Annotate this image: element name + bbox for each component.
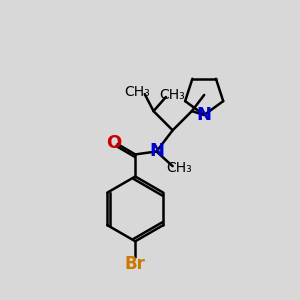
Text: CH₃: CH₃ xyxy=(166,161,192,175)
Text: O: O xyxy=(106,134,122,152)
Text: N: N xyxy=(149,142,164,160)
Text: CH₃: CH₃ xyxy=(124,85,150,99)
Text: Br: Br xyxy=(125,255,146,273)
Text: CH₃: CH₃ xyxy=(160,88,185,102)
Text: N: N xyxy=(197,106,212,124)
